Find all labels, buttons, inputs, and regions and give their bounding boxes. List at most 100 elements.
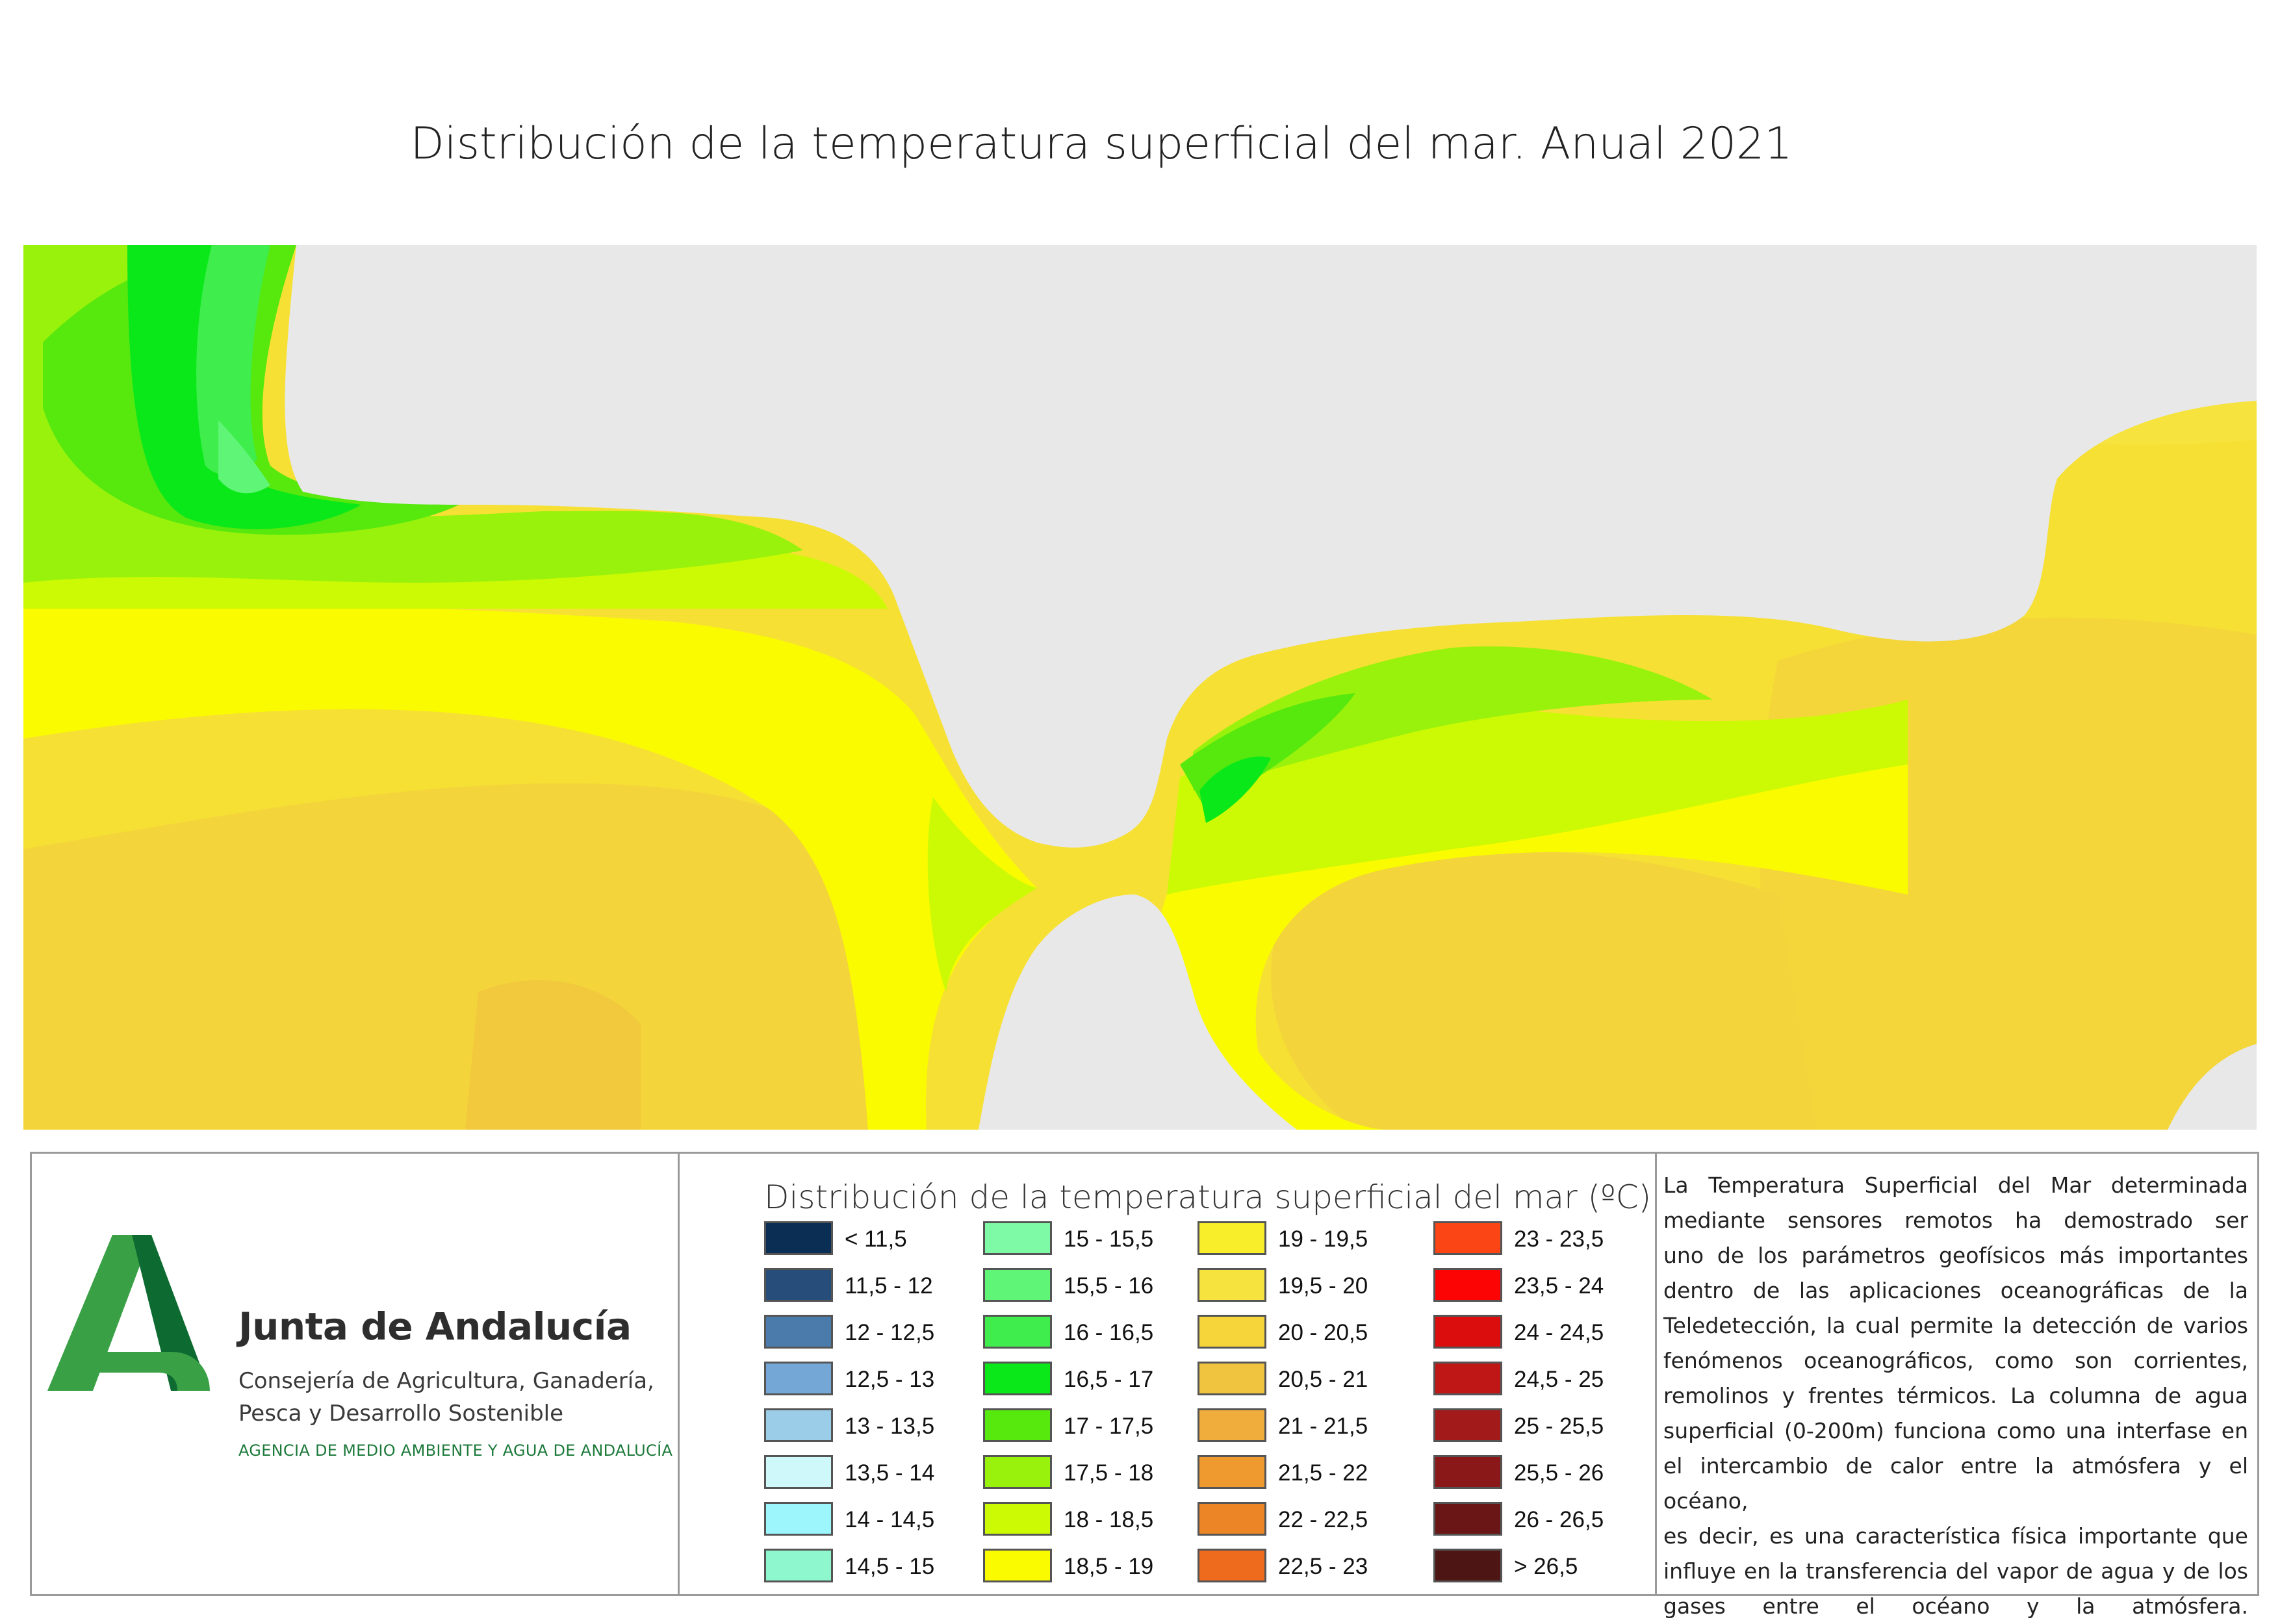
legend-swatch (1198, 1408, 1266, 1442)
land-africa (979, 894, 1297, 1130)
legend-label: 11,5 - 12 (845, 1273, 933, 1299)
legend-swatch (764, 1315, 833, 1349)
sst-zone-20 (23, 783, 868, 1130)
legend-swatch (1433, 1408, 1502, 1442)
org-department-line2: Pesca y Desarrollo Sostenible (238, 1401, 564, 1427)
legend-swatch (983, 1455, 1052, 1489)
sst-zone-155 (218, 420, 270, 494)
legend-label: 24,5 - 25 (1514, 1367, 1604, 1392)
legend-swatch (764, 1221, 833, 1255)
legend-label: 13,5 - 14 (845, 1460, 935, 1486)
legend-swatch (1433, 1221, 1502, 1255)
description-line: La Temperatura Superficial del Mar deter… (1663, 1173, 2248, 1198)
sst-zone-185 (23, 603, 1037, 1130)
land-iberia (285, 245, 2257, 848)
org-agency: AGENCIA DE MEDIO AMBIENTE Y AGUA DE ANDA… (238, 1441, 673, 1460)
legend-label: 12,5 - 13 (845, 1367, 935, 1392)
sst-zone-20c (1271, 850, 1817, 1130)
legend-swatch (1433, 1315, 1502, 1349)
description-line: es decir, es una característica física i… (1663, 1523, 2248, 1549)
legend-swatch (1433, 1362, 1502, 1395)
legend-swatch (1198, 1315, 1266, 1349)
legend-label: 13 - 13,5 (845, 1414, 935, 1439)
legend-label: 16 - 16,5 (1064, 1320, 1154, 1345)
legend-label: 26 - 26,5 (1514, 1507, 1604, 1532)
legend-label: 18,5 - 19 (1064, 1554, 1154, 1579)
legend-swatch (983, 1221, 1052, 1255)
legend-swatch (983, 1315, 1052, 1349)
sst-map (23, 245, 2257, 1130)
legend-swatch (764, 1268, 833, 1302)
legend-label: 14,5 - 15 (845, 1554, 935, 1579)
org-department: Consejería de Agricultura, Ganadería, Pe… (238, 1365, 654, 1430)
legend-label: 20 - 20,5 (1278, 1320, 1368, 1345)
legend-label: 22,5 - 23 (1278, 1554, 1368, 1579)
legend-swatch (1198, 1502, 1266, 1536)
legend-label: 15,5 - 16 (1064, 1273, 1154, 1299)
legend-label: < 11,5 (845, 1226, 907, 1252)
description-panel: La Temperatura Superficial del Mar deter… (1657, 1152, 2259, 1619)
sst-zone-21 (465, 980, 641, 1130)
legend-label: 15 - 15,5 (1064, 1226, 1154, 1252)
description-line: fenómenos oceanográficos, como son corri… (1663, 1348, 2248, 1373)
legend-swatch (764, 1502, 833, 1536)
legend-label: 21 - 21,5 (1278, 1414, 1368, 1439)
logo-panel: Junta de Andalucía Consejería de Agricul… (30, 1152, 680, 1596)
junta-andalucia-logo-icon (47, 1235, 210, 1391)
legend-label: > 26,5 (1514, 1554, 1578, 1579)
description-text: La Temperatura Superficial del Mar deter… (1663, 1168, 2248, 1624)
legend-swatch (983, 1502, 1052, 1536)
legend-label: 23,5 - 24 (1514, 1273, 1604, 1299)
legend-swatch (983, 1408, 1052, 1442)
legend-label: 19,5 - 20 (1278, 1273, 1368, 1299)
legend-swatch (1198, 1268, 1266, 1302)
legend-swatch (1198, 1549, 1266, 1582)
legend-label: 22 - 22,5 (1278, 1507, 1368, 1532)
legend-label: 17,5 - 18 (1064, 1460, 1154, 1486)
description-line: Teledetección, la cual permite la detecc… (1663, 1313, 2248, 1338)
legend-label: 24 - 24,5 (1514, 1320, 1604, 1345)
legend-label: 12 - 12,5 (845, 1320, 935, 1345)
legend-label: 18 - 18,5 (1064, 1507, 1154, 1532)
sst-zone-165 (127, 245, 361, 529)
legend-swatch (1198, 1221, 1266, 1255)
legend-label: 23 - 23,5 (1514, 1226, 1604, 1252)
legend-label: 20,5 - 21 (1278, 1367, 1368, 1392)
legend-label: 19 - 19,5 (1278, 1226, 1368, 1252)
org-department-line1: Consejería de Agricultura, Ganadería, (238, 1368, 654, 1394)
legend-label: 17 - 17,5 (1064, 1414, 1154, 1439)
sst-zone-18c (927, 797, 1037, 992)
org-name: Junta de Andalucía (238, 1304, 632, 1349)
sst-zone-165b (1199, 756, 1271, 823)
legend-swatch (764, 1408, 833, 1442)
description-line: mediante sensores remotos ha demostrado … (1663, 1208, 2248, 1233)
sst-zone-175b (1193, 646, 1713, 791)
description-line: superficial (0-200m) funciona como una i… (1663, 1418, 2248, 1443)
description-line: el intercambio de calor entre la atmósfe… (1663, 1453, 2248, 1514)
legend-label: 16,5 - 17 (1064, 1367, 1154, 1392)
legend-swatch (1433, 1268, 1502, 1302)
legend-swatch (983, 1549, 1052, 1582)
legend-label: 14 - 14,5 (845, 1507, 935, 1532)
legend-swatch (1198, 1362, 1266, 1395)
description-line: gases entre el océano y la atmósfera. (1663, 1593, 2248, 1619)
legend-swatch (764, 1362, 833, 1395)
sst-zone-185b (1155, 739, 1908, 1130)
legend-label: 25,5 - 26 (1514, 1460, 1604, 1486)
legend-swatch (764, 1549, 833, 1582)
legend-swatch (983, 1268, 1052, 1302)
land-africa-east (2168, 1044, 2257, 1130)
sst-zone-16 (196, 245, 270, 475)
legend-swatch (1433, 1549, 1502, 1582)
legend-swatch (1198, 1455, 1266, 1489)
sst-zone-18b (1167, 700, 1908, 894)
legend-swatch (983, 1362, 1052, 1395)
legend-label: 25 - 25,5 (1514, 1414, 1604, 1439)
legend-swatch (1433, 1455, 1502, 1489)
description-line: remolinos y frentes térmicos. La columna… (1663, 1383, 2248, 1408)
page-title: Distribución de la temperatura superfici… (410, 118, 1793, 170)
description-line: uno de los parámetros geofísicos más imp… (1663, 1243, 2248, 1268)
legend-panel: Distribución de la temperatura superfici… (680, 1152, 1657, 1596)
legend-swatch (764, 1455, 833, 1489)
description-line: influye en la transferencia del vapor de… (1663, 1558, 2248, 1584)
